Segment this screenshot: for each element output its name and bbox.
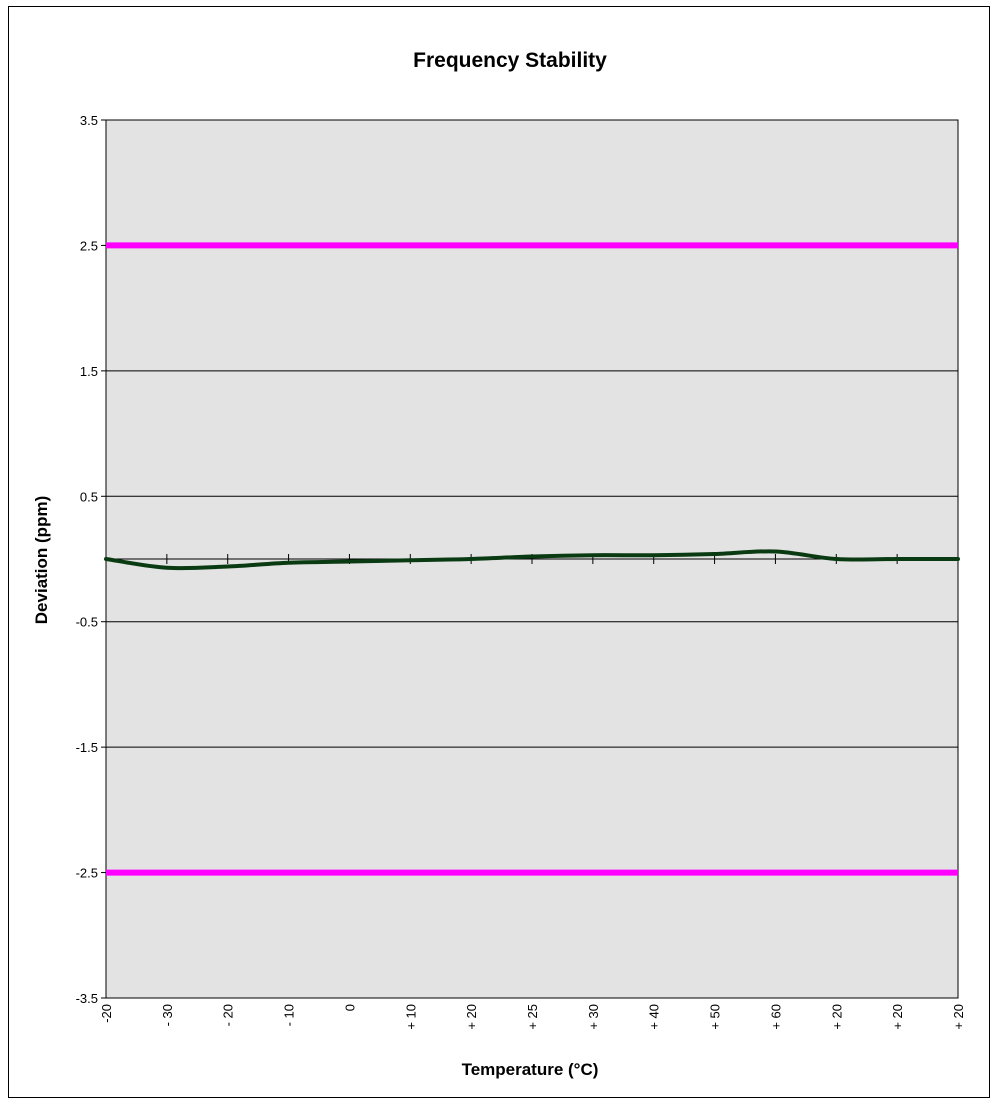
y-tick-label: -3.5 [76, 991, 98, 1006]
x-tick-label: + 20 [951, 1004, 966, 1030]
x-tick-label: + 30 [586, 1004, 601, 1030]
series-layer [104, 549, 960, 571]
x-tick-label: 0 [342, 1004, 357, 1011]
x-tick-label: + 25 [525, 1004, 540, 1030]
x-tick-label: + 40 [647, 1004, 662, 1030]
x-tick-label: + 60 [768, 1004, 783, 1030]
chart-title: Frequency Stability [413, 49, 607, 72]
x-tick-label: + 20 [890, 1004, 905, 1030]
x-tick-labels: -20 - 30 - 20 - 10 0 + 10 + 20 + 25 + 30 + 40 + 50… [99, 1004, 966, 1030]
y-tick-labels: 3.5 2.5 1.5 0.5 -0.5 -1.5 -2.5 -3.5 [76, 113, 106, 1006]
x-tick-label: + 10 [403, 1004, 418, 1030]
y-tick-label: 2.5 [80, 238, 98, 253]
plot-layer: 3.5 2.5 1.5 0.5 -0.5 -1.5 -2.5 -3.5 -20 - 30 - 20… [76, 113, 966, 1030]
series-line [104, 549, 960, 571]
x-tick-label: + 20 [829, 1004, 844, 1030]
x-tick-label: + 20 [464, 1004, 479, 1030]
y-tick-label: -0.5 [76, 615, 98, 630]
y-tick-label: 1.5 [80, 364, 98, 379]
y-tick-label: -2.5 [76, 866, 98, 881]
x-tick-label: -20 [99, 1004, 114, 1023]
y-tick-label: 0.5 [80, 489, 98, 504]
x-tick-label: + 50 [708, 1004, 723, 1030]
y-axis-title: Deviation (ppm) [32, 496, 51, 624]
x-tick-label: - 10 [282, 1004, 297, 1026]
x-axis-title: Temperature (°C) [462, 1060, 599, 1079]
y-tick-label: -1.5 [76, 740, 98, 755]
reference-lines [106, 242, 958, 876]
x-tick-label: - 20 [221, 1004, 236, 1026]
y-tick-label: 3.5 [80, 113, 98, 128]
x-tick-label: - 30 [160, 1004, 175, 1026]
